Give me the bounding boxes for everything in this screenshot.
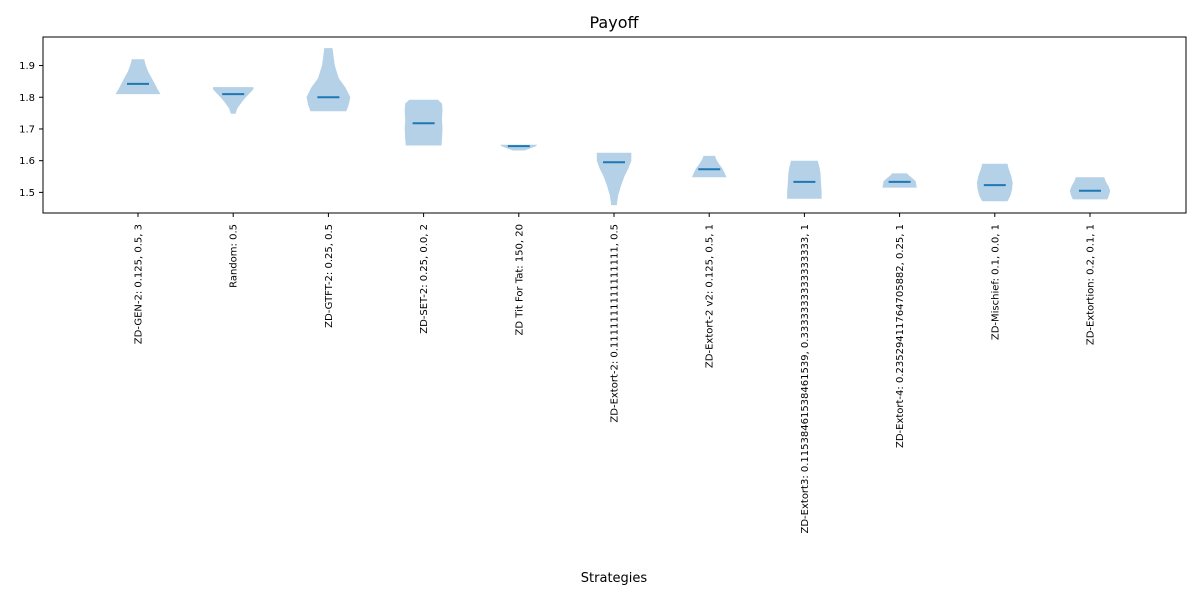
x-tick-label: Random: 0.5: [229, 224, 240, 288]
x-tick-label: ZD-GEN-2: 0.125, 0.5, 3: [134, 224, 145, 344]
violin-body: [596, 152, 632, 206]
x-tick-label: ZD-Extort-2 v2: 0.125, 0.5, 1: [705, 224, 716, 368]
x-tick-label: ZD-Extortion: 0.2, 0.1, 1: [1086, 224, 1097, 345]
y-tick-label: 1.6: [19, 156, 35, 167]
violins-layer: [115, 48, 1111, 206]
violin-body: [882, 173, 917, 188]
y-tick-label: 1.8: [19, 93, 35, 104]
x-tick-label: ZD Tit For Tat: 150, 20: [514, 224, 525, 335]
violin-body: [1069, 177, 1111, 200]
medians-layer: [127, 82, 1101, 192]
x-tick-label: ZD-SET-2: 0.25, 0.0, 2: [419, 224, 430, 334]
x-tick-label: ZD-GTFT-2: 0.25, 0.5: [324, 224, 335, 328]
violin-body: [306, 48, 351, 112]
y-tick-label: 1.9: [19, 61, 35, 72]
x-tick-label: ZD-Extort-2: 0.1111111111111111, 0.5: [610, 224, 621, 423]
x-tick-label: ZD-Mischief: 0.1, 0.0, 1: [990, 224, 1001, 340]
y-tick-label: 1.5: [19, 188, 35, 199]
y-axis: 1.5 1.6 1.7 1.8 1.9: [19, 61, 43, 199]
violin-body: [976, 163, 1013, 202]
violin-body: [213, 87, 254, 114]
violin-body: [692, 155, 727, 178]
x-tick-label: ZD-Extort3: 0.11538461538461539, 0.33333…: [800, 224, 811, 534]
violin-body: [115, 59, 161, 95]
x-axis: ZD-GEN-2: 0.125, 0.5, 3 Random: 0.5 ZD-GTF…: [134, 213, 1097, 534]
x-axis-label: Strategies: [581, 571, 648, 586]
y-tick-label: 1.7: [19, 124, 35, 135]
violin-body: [787, 160, 822, 199]
x-tick-label: ZD-Extort-4: 0.23529411764705882, 0.25, …: [895, 224, 906, 448]
chart-title: Payoff: [589, 13, 639, 32]
